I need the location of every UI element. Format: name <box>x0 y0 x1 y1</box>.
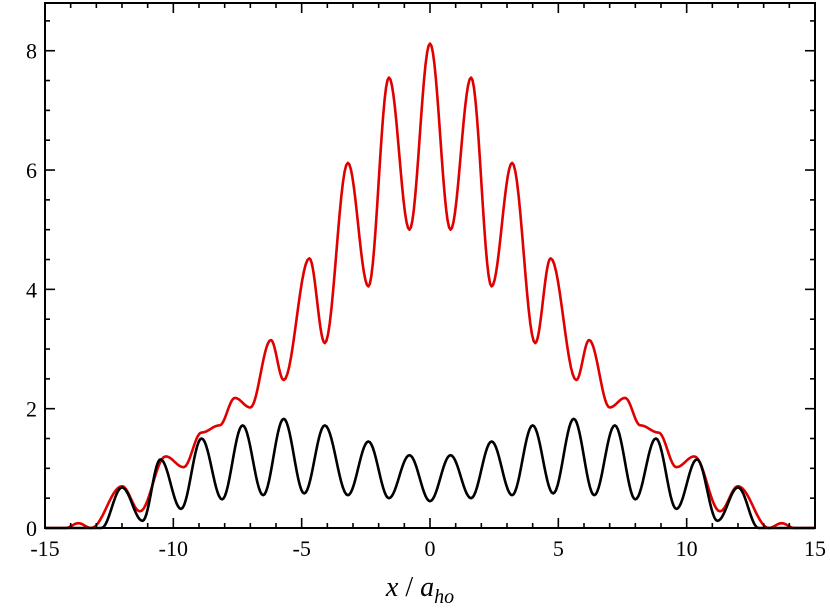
x-axis-label: x / aho <box>385 572 454 608</box>
y-tick-label: 2 <box>26 397 37 422</box>
x-tick-label: 0 <box>425 536 436 561</box>
x-axis-variable: x <box>385 572 399 603</box>
tick-labels: -15 -10 -5 0 5 10 15 0 2 4 6 8 <box>26 39 826 561</box>
x-tick-label: -5 <box>293 536 311 561</box>
series-line-1 <box>45 42 815 530</box>
x-tick-label: -10 <box>159 536 188 561</box>
plot-frame <box>44 2 816 529</box>
x-tick-label: 10 <box>676 536 698 561</box>
y-tick-label: 6 <box>26 158 37 183</box>
y-tick-label: 4 <box>26 277 37 302</box>
x-tick-label: -15 <box>30 536 59 561</box>
ticks-layer <box>44 3 816 529</box>
y-tick-label: 8 <box>26 39 37 64</box>
x-tick-label: 15 <box>804 536 826 561</box>
x-axis-unit-subscript: ho <box>434 586 454 608</box>
y-tick-label: 0 <box>26 516 37 541</box>
series-layer <box>45 42 815 530</box>
x-tick-label: 5 <box>553 536 564 561</box>
x-axis-separator: / <box>398 572 420 603</box>
x-axis-unit: a <box>420 572 434 603</box>
series-line-2 <box>45 417 815 530</box>
